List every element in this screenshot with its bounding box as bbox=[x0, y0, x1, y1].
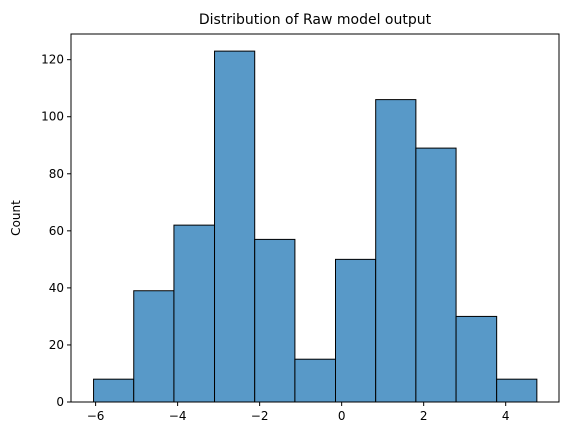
histogram-bar-2 bbox=[173, 224, 216, 403]
histogram-bar-0 bbox=[93, 378, 135, 403]
y-tick-label: 100 bbox=[41, 110, 64, 124]
y-axis-label: Count bbox=[9, 200, 23, 236]
x-tick-label: −4 bbox=[169, 409, 187, 423]
x-tick-label: 0 bbox=[338, 409, 346, 423]
x-tick-label: 2 bbox=[420, 409, 428, 423]
y-tick-label: 40 bbox=[49, 281, 64, 295]
histogram-bar-1 bbox=[133, 290, 175, 403]
histogram-bar-10 bbox=[496, 378, 538, 403]
histogram-bar-6 bbox=[335, 258, 377, 403]
x-tick-label: 4 bbox=[502, 409, 510, 423]
chart-title: Distribution of Raw model output bbox=[199, 12, 432, 28]
histogram-bar-5 bbox=[294, 358, 337, 403]
y-tick-label: 60 bbox=[49, 224, 64, 238]
x-tick-label: −6 bbox=[87, 409, 105, 423]
histogram-bar-3 bbox=[214, 50, 256, 403]
histogram-bar-8 bbox=[415, 147, 457, 403]
y-tick-label: 20 bbox=[49, 338, 64, 352]
y-tick-label: 80 bbox=[49, 167, 64, 181]
histogram-bar-7 bbox=[375, 99, 417, 403]
x-tick-label: −2 bbox=[251, 409, 269, 423]
plot-frame bbox=[70, 33, 560, 403]
bars-layer bbox=[93, 50, 538, 403]
histogram-bar-9 bbox=[455, 315, 498, 403]
y-tick-label: 120 bbox=[41, 53, 64, 67]
y-tick-label: 0 bbox=[56, 395, 64, 409]
histogram-bar-4 bbox=[254, 238, 296, 403]
